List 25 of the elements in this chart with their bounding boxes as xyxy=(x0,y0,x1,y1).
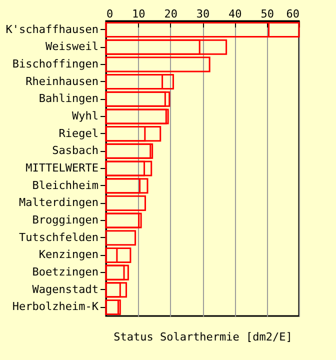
x-tick-label: 30 xyxy=(196,8,210,20)
y-tick-label: Tutschfelden xyxy=(19,230,98,244)
y-tick-label: Weisweil xyxy=(46,40,98,54)
y-tick-label: Rheinhausen xyxy=(26,74,98,88)
y-tick-label: Broggingen xyxy=(32,214,98,227)
y-tick-label: Wagenstadt xyxy=(32,282,98,296)
y-tick-label: MITTELWERTE xyxy=(26,162,98,174)
y-tick-label: Bahlingen xyxy=(38,92,98,106)
y-tick-label: Bischoffingen xyxy=(12,57,98,70)
x-tick-label: 20 xyxy=(164,8,178,20)
y-tick-label: Riegel xyxy=(58,126,98,140)
y-tick-label: Wyhl xyxy=(72,109,98,122)
y-tick-label: Kenzingen xyxy=(38,248,98,262)
y-tick-label: Malterdingen xyxy=(19,196,98,210)
x-tick-label: 0 xyxy=(106,8,114,20)
x-tick-label: 10 xyxy=(132,8,146,20)
x-tick-label: 50 xyxy=(260,8,274,20)
y-tick-label: Boetzingen xyxy=(32,266,98,279)
y-tick-label: Sasbach xyxy=(52,144,98,158)
y-tick-label: K'schaffhausen xyxy=(6,22,98,36)
x-axis-title: Status Solarthermie [dm2/E] xyxy=(114,330,292,344)
y-tick-label: Herbolzheim-K xyxy=(12,300,99,314)
y-tick-label: Bleichheim xyxy=(32,178,99,192)
x-tick-label: 40 xyxy=(228,8,242,20)
x-tick-label: 60 xyxy=(286,8,300,20)
